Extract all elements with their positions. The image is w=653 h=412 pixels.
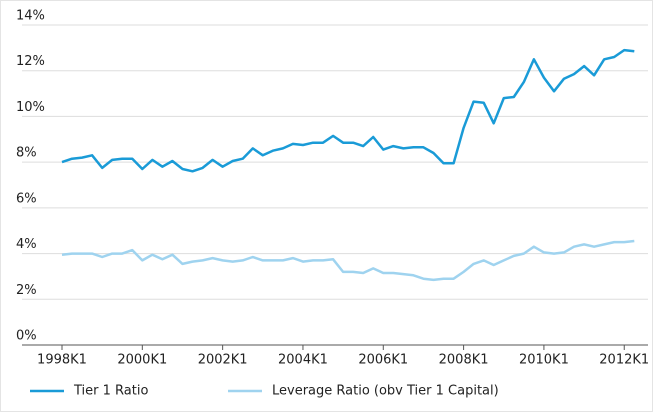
y-tick-label: 8%	[16, 146, 37, 161]
legend-label: Leverage Ratio (obv Tier 1 Capital)	[272, 384, 499, 399]
x-tick-label: 2002K1	[198, 353, 248, 368]
y-tick-label: 10%	[16, 100, 45, 115]
y-tick-label: 4%	[16, 237, 37, 252]
legend-label: Tier 1 Ratio	[73, 384, 148, 399]
x-tick-label: 2010K1	[519, 353, 569, 368]
y-tick-label: 0%	[16, 329, 37, 344]
y-tick-label: 12%	[16, 54, 45, 69]
y-tick-label: 14%	[16, 9, 45, 24]
x-tick-label: 2000K1	[117, 353, 167, 368]
y-tick-label: 2%	[16, 283, 37, 298]
x-tick-label: 2008K1	[439, 353, 489, 368]
data-line	[61, 239, 635, 282]
y-tick-label: 6%	[16, 191, 37, 206]
x-tick-label: 2012K1	[599, 353, 649, 368]
x-tick-label: 2004K1	[278, 353, 328, 368]
data-line	[61, 48, 635, 173]
x-tick-label: 1998K1	[37, 353, 87, 368]
x-tick-label: 2006K1	[358, 353, 408, 368]
